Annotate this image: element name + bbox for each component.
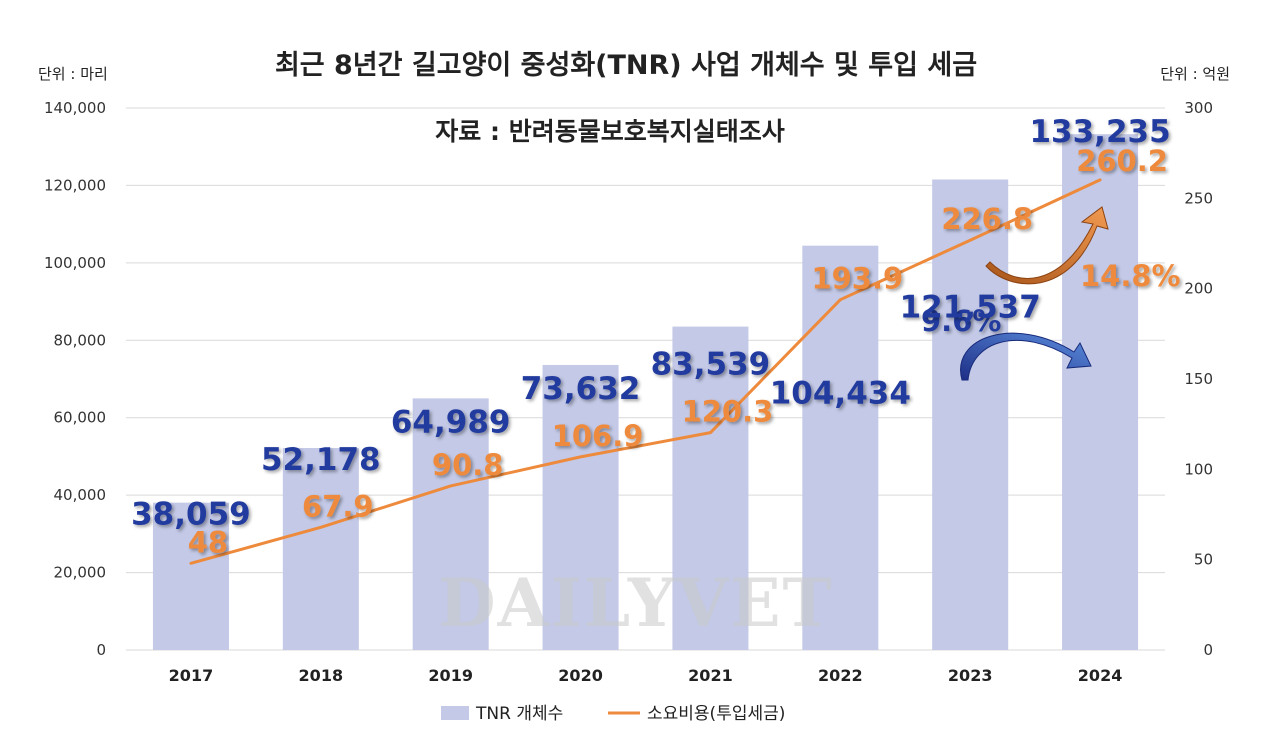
y-right-tick-2: 100 (1184, 460, 1213, 478)
bar-2021 (672, 326, 749, 650)
cost-growth-arrow (985, 206, 1109, 285)
count-growth-label: 9.6% (921, 304, 1001, 338)
y-right-tick-0: 0 (1203, 641, 1213, 659)
line-series (189, 178, 1102, 565)
line-label-2022: 193.9 (811, 262, 903, 296)
y-left-tick-6: 120,000 (44, 176, 106, 194)
y-left-tick-1: 20,000 (54, 564, 107, 582)
y-right-tick-4: 200 (1184, 280, 1213, 298)
legend: TNR 개체수 소요비용(투입세금) (441, 704, 785, 724)
legend-label-count: TNR 개체수 (475, 704, 563, 724)
line-label-2018: 67.9 (302, 489, 374, 523)
cost-growth-label: 14.8% (1080, 259, 1181, 293)
y-left-tick-7: 140,000 (44, 99, 106, 117)
line-label-2017: 48 (188, 525, 228, 559)
bar-2020 (542, 364, 619, 650)
y-left-unit: 단위 : 마리 (38, 65, 108, 83)
bar-label-2021: 83,539 (651, 347, 771, 383)
bar-label-2020: 73,632 (521, 371, 641, 407)
y-left-tick-5: 100,000 (44, 254, 106, 272)
x-tick-2017: 2017 (169, 666, 214, 685)
y-right-tick-3: 150 (1184, 370, 1213, 388)
x-axis: 2017 2018 2019 2020 2021 2022 2023 2024 (169, 666, 1123, 685)
line-label-2024: 260.2 (1076, 144, 1168, 178)
x-tick-2022: 2022 (818, 666, 863, 685)
y-right-tick-6: 300 (1184, 99, 1213, 117)
watermark: DAILYVET (438, 564, 833, 642)
line-label-2020: 106.9 (552, 419, 644, 453)
bar-2022 (802, 245, 879, 650)
legend-swatch-count (441, 706, 469, 720)
line-label-2019: 90.8 (432, 448, 504, 482)
y-right-unit: 단위 : 억원 (1160, 65, 1230, 83)
bar-label-2024: 133,235 (1029, 114, 1170, 150)
x-tick-2019: 2019 (428, 666, 473, 685)
y-right-tick-1: 50 (1194, 551, 1213, 569)
bar-label-2023: 121,537 (900, 289, 1041, 325)
y-left-axis: 0 20,000 40,000 60,000 80,000 100,000 120,000 1… (44, 99, 106, 659)
bar-2018 (282, 447, 359, 650)
bar-label-2019: 64,989 (391, 404, 511, 440)
count-growth-arrow (960, 332, 1092, 381)
chart-title: 최근 8년간 길고양이 중성화(TNR) 사업 개체수 및 투입 세금 (275, 50, 977, 81)
line-data-labels: 48 67.9 90.8 106.9 120.3 193.9 226.8 260.2 (188, 144, 1168, 559)
bar-2023 (932, 179, 1009, 650)
bar-label-2017: 38,059 (131, 497, 251, 533)
x-tick-2024: 2024 (1078, 666, 1123, 685)
bar-2019 (412, 398, 489, 650)
y-left-tick-2: 40,000 (54, 486, 107, 504)
bar-label-2018: 52,178 (261, 442, 381, 478)
cost-line (189, 178, 1102, 565)
bar-2017 (152, 502, 229, 650)
line-label-2023: 226.8 (941, 202, 1033, 236)
x-tick-2018: 2018 (299, 666, 344, 685)
y-left-tick-3: 60,000 (54, 409, 107, 427)
chart-subtitle: 자료 : 반려동물보호복지실태조사 (435, 117, 784, 146)
y-right-axis: 0 50 100 150 200 250 300 (1184, 99, 1213, 659)
y-left-tick-0: 0 (96, 641, 106, 659)
x-tick-2021: 2021 (688, 666, 733, 685)
line-label-2021: 120.3 (682, 395, 774, 429)
y-left-tick-4: 80,000 (54, 331, 107, 349)
y-right-tick-5: 250 (1184, 189, 1213, 207)
bar-label-2022: 104,434 (770, 376, 911, 412)
x-tick-2020: 2020 (558, 666, 603, 685)
x-tick-2023: 2023 (948, 666, 993, 685)
legend-label-cost: 소요비용(투입세금) (647, 704, 785, 724)
